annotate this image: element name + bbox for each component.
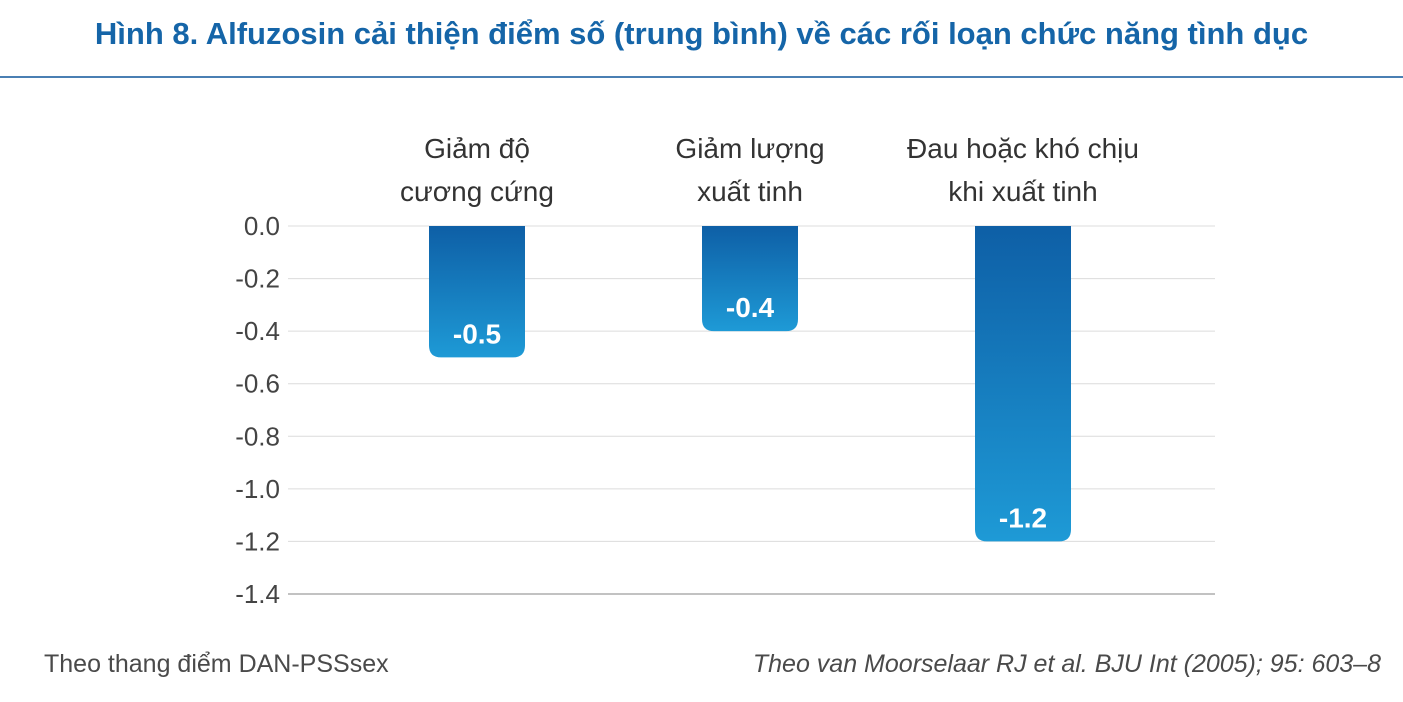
category-label: Giảm độ: [424, 133, 530, 164]
bar: [702, 226, 798, 332]
scale-footnote: Theo thang điểm DAN-PSSsex: [44, 650, 389, 678]
bar: [975, 226, 1071, 542]
source-citation: Theo van Moorselaar RJ et al. BJU Int (2…: [752, 650, 1381, 678]
y-tick-label: -0.4: [235, 316, 280, 346]
y-tick-label: -0.2: [235, 264, 280, 294]
y-tick-label: -1.2: [235, 526, 280, 556]
category-label: Giảm lượng: [675, 133, 824, 164]
title-divider: [0, 76, 1403, 78]
category-label: Đau hoặc khó chịu: [907, 133, 1139, 164]
y-tick-label: -1.4: [235, 579, 280, 609]
category-label: cương cứng: [400, 176, 554, 207]
y-tick-label: 0.0: [244, 211, 280, 241]
chart-title: Hình 8. Alfuzosin cải thiện điểm số (tru…: [94, 16, 1309, 51]
category-label: xuất tinh: [697, 176, 803, 207]
bar-value-label: -0.4: [726, 292, 775, 323]
bar-value-label: -1.2: [999, 502, 1047, 533]
bar: [429, 226, 525, 358]
y-tick-label: -1.0: [235, 474, 280, 504]
y-tick-label: -0.6: [235, 369, 280, 399]
bar-value-label: -0.5: [453, 318, 501, 349]
y-tick-label: -0.8: [235, 421, 280, 451]
category-label: khi xuất tinh: [948, 176, 1097, 207]
